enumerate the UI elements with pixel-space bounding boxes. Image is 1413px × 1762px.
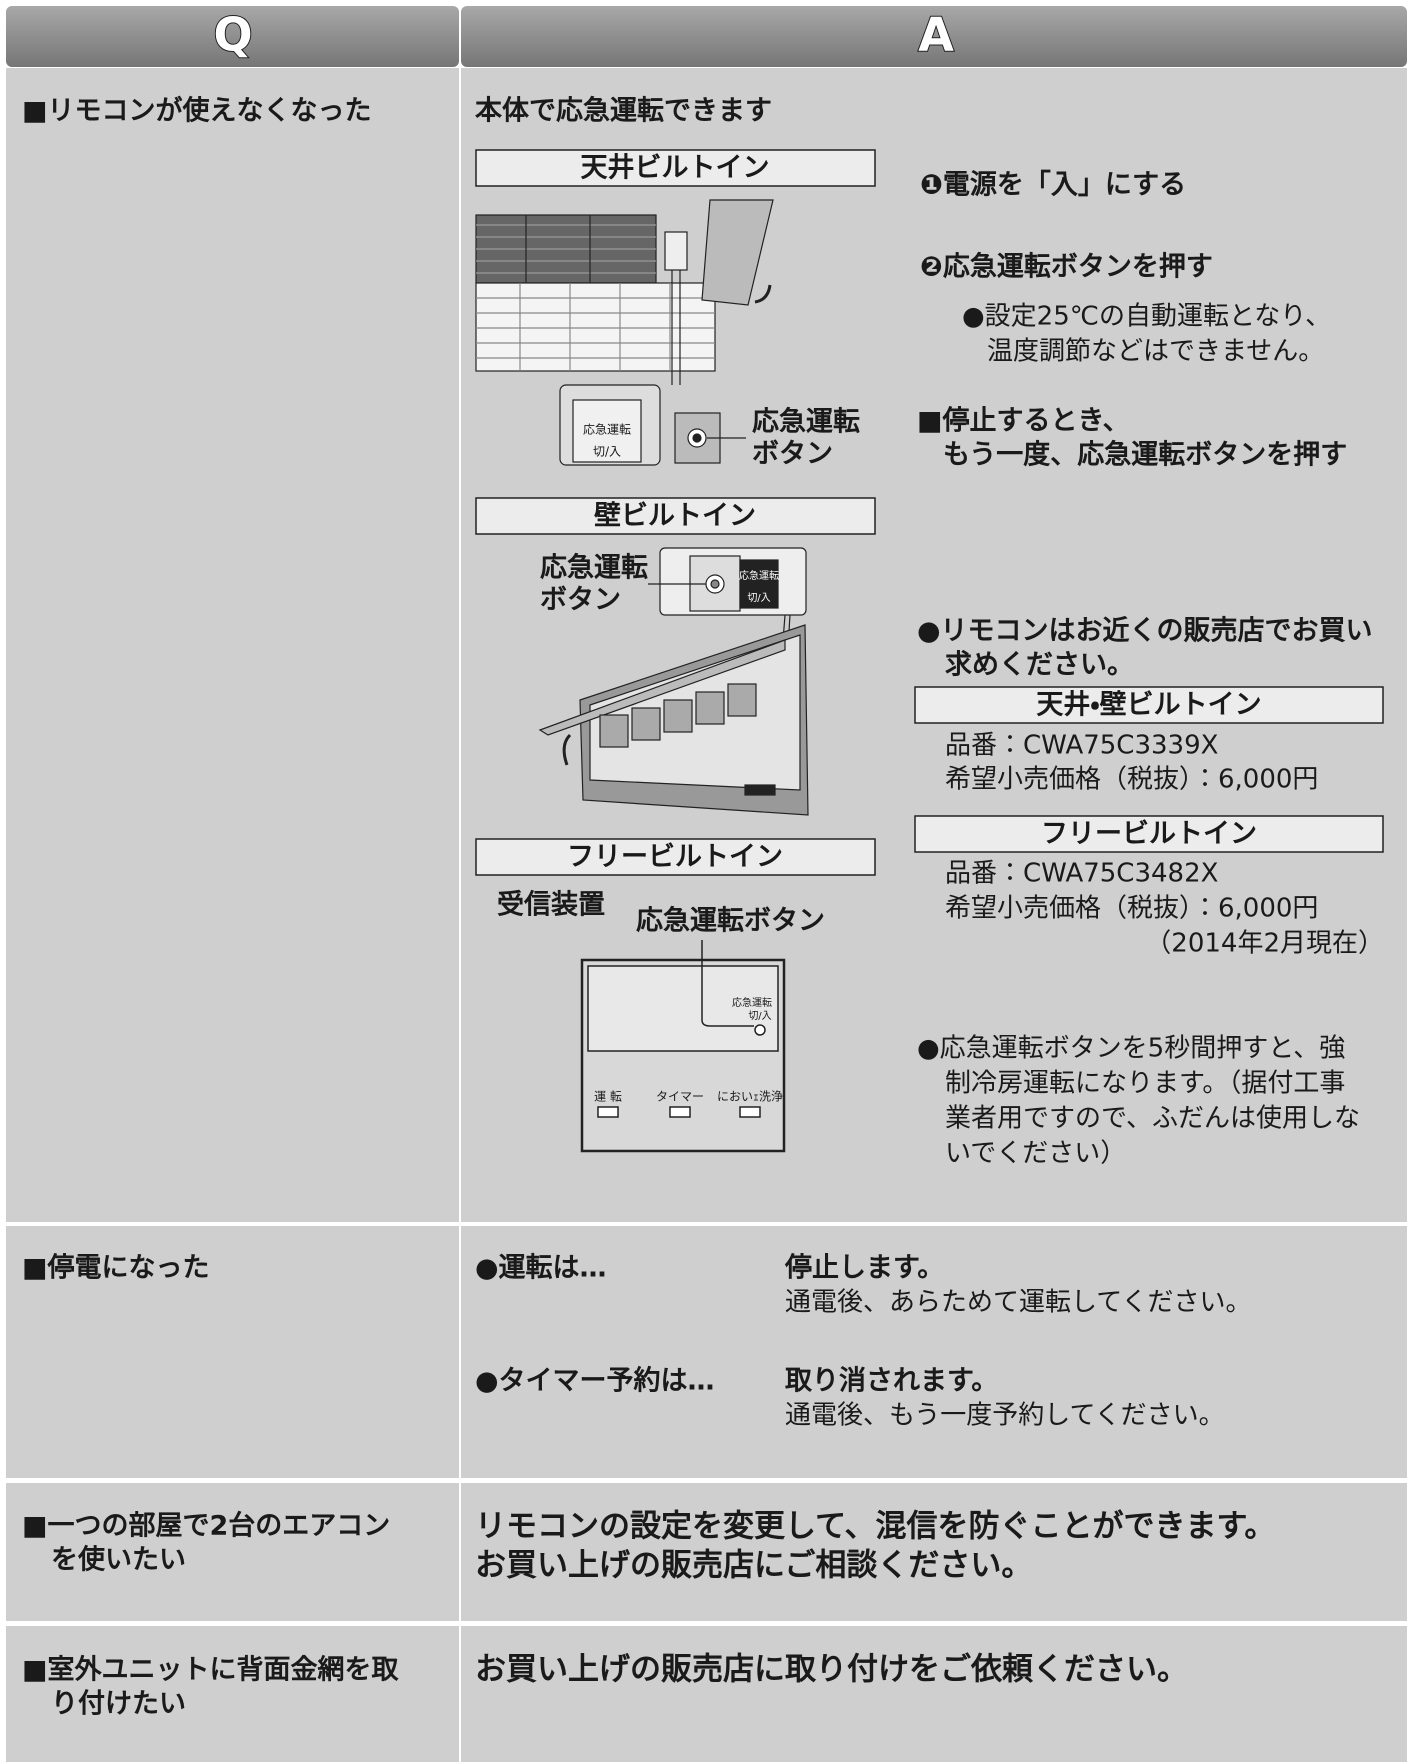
answer-lead: 本体で応急運転できます	[475, 96, 772, 127]
product-box	[914, 686, 1384, 724]
answer: お買い上げの販売店にご相談ください。	[475, 1548, 1032, 1584]
switch-label: 切/入	[747, 592, 770, 604]
indicator-label: 運 転	[594, 1090, 622, 1104]
switch-label: 応急運転	[739, 569, 779, 582]
question: ■室外ユニットに背面金網を取	[22, 1655, 400, 1686]
item-label: ●タイマー予約は…	[475, 1366, 715, 1397]
warning: ●応急運転ボタンを5秒間押すと、強	[917, 1034, 1345, 1064]
step: ❶電源を「入」にする	[920, 169, 1186, 201]
section-title: 天井ビルトイン	[581, 153, 770, 184]
product-code: 品番：CWA75C3339X	[945, 731, 1218, 761]
header-q: Q	[213, 8, 252, 62]
step-note: 温度調節などはできません。	[987, 337, 1324, 367]
stop-note: もう一度、応急運転ボタンを押す	[943, 440, 1347, 471]
remote-note: 求めください。	[945, 650, 1134, 681]
product-price: 希望小売価格（税抜）：6,000円	[945, 894, 1318, 924]
item-result: 停止します。	[784, 1253, 944, 1284]
question: ■リモコンが使えなくなった	[22, 95, 372, 127]
answer: リモコンの設定を変更して、混信を防ぐことができます。	[475, 1509, 1275, 1545]
wall-illustration	[538, 547, 809, 816]
cell	[461, 1626, 1407, 1762]
step-note: ●設定25℃の自動運転となり、	[962, 302, 1331, 332]
cell	[6, 1483, 459, 1621]
question: り付けたい	[51, 1689, 186, 1720]
section-box	[475, 149, 876, 187]
product-title: フリービルトイン	[1041, 819, 1257, 850]
cell	[461, 1226, 1407, 1478]
switch-label: 切/入	[593, 445, 621, 459]
header-a-cell	[461, 6, 1407, 67]
product-code: 品番：CWA75C3482X	[945, 859, 1218, 889]
button-label: 応急運転	[752, 407, 860, 438]
section-title: フリービルトイン	[567, 842, 783, 873]
switch-label: 切/入	[748, 1010, 771, 1022]
receiver-label: 受信装置	[497, 889, 605, 921]
indicator-label: においｪ洗浄	[717, 1090, 783, 1104]
cell	[6, 1226, 459, 1478]
section-box	[475, 497, 876, 535]
switch-label: 応急運転	[583, 422, 631, 437]
item-result: 取り消されます。	[785, 1366, 998, 1397]
button-label: ボタン	[752, 439, 833, 470]
item-detail: 通電後、あらためて運転してください。	[785, 1288, 1251, 1318]
item-label: ●運転は…	[475, 1253, 607, 1284]
item-detail: 通電後、もう一度予約してください。	[785, 1401, 1225, 1431]
button-label: ボタン	[540, 585, 621, 616]
product-price: 希望小売価格（税抜）：6,000円	[945, 765, 1318, 795]
receiver-illustration	[580, 940, 786, 1153]
warning: 制冷房運転になります。（据付工事	[945, 1069, 1345, 1099]
product-title: 天井・壁ビルトイン	[1036, 690, 1261, 721]
section-box	[475, 838, 876, 876]
cell	[6, 1626, 459, 1762]
indicator-label: タイマー	[656, 1090, 704, 1104]
as-of: （2014年2月現在）	[1145, 929, 1384, 959]
button-label: 応急運転ボタン	[636, 906, 825, 937]
stop-note: ■停止するとき、	[917, 406, 1130, 437]
warning: いでください）	[945, 1139, 1126, 1169]
answer: お買い上げの販売店に取り付けをご依頼ください。	[475, 1652, 1188, 1688]
ceiling-illustration	[475, 199, 774, 466]
switch-label: 応急運転	[732, 996, 772, 1009]
question: ■一つの部屋で2台のエアコン	[22, 1510, 390, 1542]
warning: 業者用ですので、ふだんは使用しな	[945, 1104, 1360, 1134]
section-title: 壁ビルトイン	[594, 501, 756, 532]
button-label: 応急運転	[540, 553, 648, 584]
product-box	[914, 815, 1384, 853]
question: ■停電になった	[22, 1253, 210, 1284]
step: ❷応急運転ボタンを押す	[920, 252, 1213, 283]
question: を使いたい	[51, 1545, 186, 1576]
cell	[6, 68, 459, 1222]
cell	[461, 1483, 1407, 1621]
header-q-cell	[6, 6, 459, 67]
remote-note: ●リモコンはお近くの販売店でお買い	[917, 616, 1373, 647]
header-a: A	[918, 8, 954, 62]
